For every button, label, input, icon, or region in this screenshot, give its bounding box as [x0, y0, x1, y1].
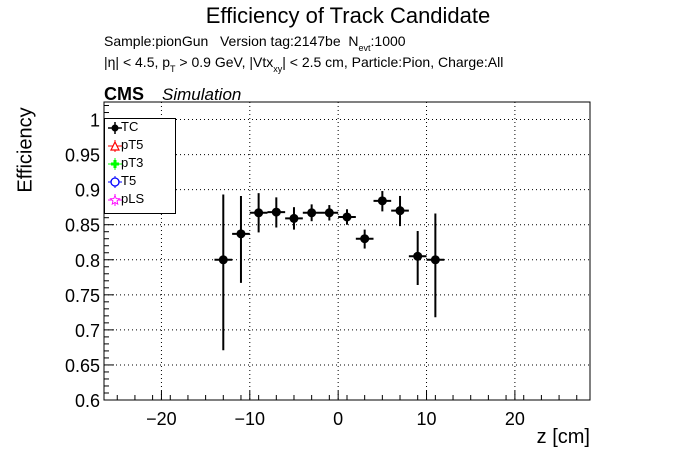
- y-tick-label: 1: [90, 111, 100, 131]
- legend-item-pt3: pT3: [105, 155, 175, 173]
- data-point: [342, 212, 352, 222]
- data-point: [307, 208, 317, 218]
- sample-info-line: Sample:pionGun Version tag:2147be Nevt:1…: [104, 33, 406, 53]
- y-tick-label: 0.85: [65, 216, 100, 236]
- data-point: [289, 213, 299, 223]
- sample-label: Sample:pionGun: [104, 33, 209, 49]
- nevt-value: :1000: [370, 33, 406, 49]
- y-tick-label: 0.6: [75, 391, 100, 411]
- data-point: [271, 207, 281, 217]
- legend-item-pt5: pT5: [105, 137, 175, 155]
- chart-title: Efficiency of Track Candidate: [205, 3, 491, 28]
- filled-circle-marker-icon: [108, 122, 122, 134]
- y-tick-label: 0.75: [65, 286, 100, 306]
- legend-item-pls: pLS: [105, 191, 175, 209]
- version-label: Version tag:2147be: [219, 33, 341, 49]
- x-tick-label: −20: [146, 409, 177, 429]
- x-tick-label: −10: [235, 409, 266, 429]
- data-point: [236, 229, 246, 239]
- open-circle-marker-icon: [108, 176, 122, 188]
- y-axis-label: Efficiency: [14, 107, 37, 193]
- data-point: [377, 196, 387, 206]
- legend-label: pT3: [121, 155, 144, 170]
- plot-frame: [103, 101, 591, 401]
- legend-item-t5: T5: [105, 173, 175, 191]
- data-point: [430, 255, 440, 265]
- cms-label: CMS: [104, 84, 144, 104]
- grid-lines: [104, 102, 590, 401]
- y-tick-label: 0.65: [65, 356, 100, 376]
- nevt-subscript: evt: [358, 43, 371, 53]
- data-point: [360, 234, 370, 244]
- x-tick-label: 0: [333, 409, 343, 429]
- x-tick-label: 10: [417, 409, 437, 429]
- legend-item-tc: TC: [105, 119, 175, 137]
- data-point: [218, 255, 228, 265]
- data-points: [214, 191, 445, 351]
- y-tick-label: 0.7: [75, 321, 100, 341]
- x-axis-label: z [cm]: [536, 426, 590, 448]
- axis-tick-labels: −20 −10 0 10 20 0.6 0.65 0.7 0.75 0.8 0.85 0.9 0.95 1: [65, 111, 525, 429]
- legend-label: pT5: [121, 137, 144, 152]
- y-tick-label: 0.95: [65, 146, 100, 166]
- selection-info-line: |η| < 4.5, pT > 0.9 GeV, |Vtxxy| < 2.5 c…: [104, 54, 504, 74]
- simulation-label: Simulation: [162, 85, 242, 104]
- open-triangle-marker-icon: [108, 140, 122, 152]
- nevt-label: N: [348, 33, 359, 49]
- star-marker-icon: [108, 194, 122, 206]
- legend-label: pLS: [121, 191, 145, 206]
- vtx-subscript: xy: [273, 64, 283, 74]
- data-point: [324, 208, 334, 218]
- y-tick-label: 0.9: [75, 181, 100, 201]
- vtx-cut: | < 2.5 cm, Particle:Pion, Charge:All: [282, 54, 504, 70]
- pt-cut: > 0.9 GeV, |Vtx: [175, 54, 274, 70]
- legend-label: TC: [121, 119, 139, 134]
- data-point: [254, 208, 264, 218]
- eta-cut: |η| < 4.5, p: [104, 54, 171, 70]
- x-tick-label: 20: [505, 409, 525, 429]
- legend-label: T5: [121, 173, 137, 188]
- pt-subscript: T: [170, 64, 176, 74]
- y-tick-label: 0.8: [75, 251, 100, 271]
- legend: TC pT5 pT3 T5 pLS: [104, 118, 176, 214]
- data-point: [395, 206, 405, 216]
- filled-cross-marker-icon: [108, 158, 122, 170]
- data-point: [413, 251, 423, 261]
